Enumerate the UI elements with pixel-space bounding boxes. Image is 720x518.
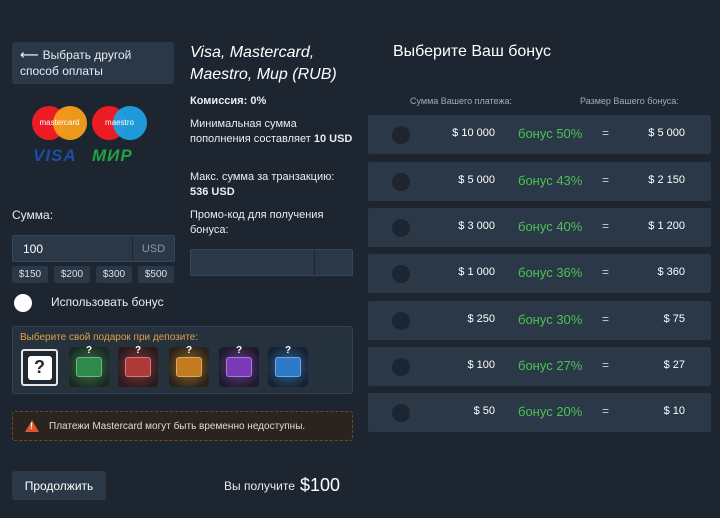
bonus-option-row[interactable]: $ 250 бонус 30% = $ 75: [368, 301, 711, 340]
equals-sign: =: [602, 404, 610, 418]
bonus-option-row[interactable]: $ 3 000 бонус 40% = $ 1 200: [368, 208, 711, 247]
bonus-percent: бонус 27%: [518, 358, 583, 373]
equals-sign: =: [602, 173, 610, 187]
currency-label: USD: [132, 236, 174, 261]
bonus-value: $ 2 150: [648, 174, 685, 186]
bonus-radio[interactable]: [392, 404, 410, 422]
bonus-title: Выберите Ваш бонус: [393, 43, 551, 60]
equals-sign: =: [602, 219, 610, 233]
gift-chest-green[interactable]: ?: [69, 345, 109, 387]
maestro-logo: maestro: [92, 106, 147, 140]
continue-button[interactable]: Продолжить: [12, 471, 106, 500]
equals-sign: =: [602, 312, 610, 326]
promo-code-field[interactable]: [191, 250, 314, 275]
bonus-value: $ 1 200: [648, 220, 685, 232]
bonus-option-row[interactable]: $ 1 000 бонус 36% = $ 360: [368, 254, 711, 293]
gift-chest-purple[interactable]: ?: [219, 345, 259, 387]
chest-icon: ?: [176, 345, 202, 377]
back-button-label: Выбрать другой способ оплаты: [20, 48, 132, 78]
bonus-payment: $ 3 000: [458, 220, 495, 232]
warning-icon: !: [25, 420, 39, 432]
quick-amount-300[interactable]: $300: [96, 266, 132, 283]
bonus-value: $ 27: [663, 359, 685, 371]
bonus-radio[interactable]: [392, 312, 410, 330]
col-payment-header: Сумма Вашего платежа:: [410, 96, 512, 106]
commission-value: 0%: [250, 95, 267, 107]
gift-chest-blue[interactable]: ?: [268, 345, 308, 387]
bonus-payment: $ 250: [467, 313, 495, 325]
bonus-payment: $ 100: [467, 359, 495, 371]
equals-sign: =: [602, 126, 610, 140]
quick-amount-150[interactable]: $150: [12, 266, 48, 283]
amount-label: Сумма:: [12, 208, 54, 222]
bonus-percent: бонус 43%: [518, 173, 583, 188]
bonus-option-row[interactable]: $ 100 бонус 27% = $ 27: [368, 347, 711, 386]
bonus-value: $ 360: [657, 266, 685, 278]
equals-sign: =: [602, 265, 610, 279]
bonus-payment: $ 1 000: [458, 266, 495, 278]
commission-label: Комиссия:: [190, 95, 248, 107]
visa-logo: VISA: [33, 146, 77, 165]
bonus-percent: бонус 30%: [518, 312, 583, 327]
use-bonus-toggle[interactable]: [14, 294, 32, 312]
bonus-percent: бонус 50%: [518, 126, 583, 141]
use-bonus-label: Использовать бонус: [51, 295, 164, 309]
bonus-payment: $ 10 000: [452, 127, 495, 139]
amount-value[interactable]: 100: [23, 241, 44, 256]
chest-icon: ?: [125, 345, 151, 377]
bonus-percent: бонус 40%: [518, 219, 583, 234]
question-icon: ?: [27, 355, 52, 380]
chest-icon: ?: [76, 345, 102, 377]
gift-chest-red[interactable]: ?: [118, 345, 158, 387]
mastercard-logo: mastercard: [32, 106, 87, 140]
bonus-payment: $ 5 000: [458, 174, 495, 186]
commission-info: Комиссия: 0%: [190, 94, 355, 109]
col-bonus-header: Размер Вашего бонуса:: [580, 96, 679, 106]
bonus-radio[interactable]: [392, 126, 410, 144]
bonus-value: $ 75: [663, 313, 685, 325]
back-button[interactable]: ⟵ Выбрать другой способ оплаты: [12, 42, 174, 84]
promo-code-input[interactable]: [190, 249, 353, 276]
chest-icon: ?: [226, 345, 252, 377]
bonus-radio[interactable]: [392, 265, 410, 283]
mastercard-warning: ! Платежи Mastercard могут быть временно…: [12, 411, 353, 441]
bonus-option-row[interactable]: $ 10 000 бонус 50% = $ 5 000: [368, 115, 711, 154]
quick-amount-200[interactable]: $200: [54, 266, 90, 283]
promo-label: Промо-код для получения бонуса:: [190, 209, 324, 236]
bonus-radio[interactable]: [392, 358, 410, 376]
bonus-percent: бонус 20%: [518, 404, 583, 419]
chest-icon: ?: [275, 345, 301, 377]
quick-amount-500[interactable]: $500: [138, 266, 174, 283]
receive-value: $100: [300, 475, 341, 495]
max-amount-info: Макс. сумма за транзакцию: 536 USD: [190, 170, 355, 200]
bonus-payment: $ 50: [473, 405, 495, 417]
bonus-radio[interactable]: [392, 173, 410, 191]
warning-text: Платежи Mastercard могут быть временно н…: [49, 420, 306, 432]
max-amount-label: Макс. сумма за транзакцию:: [190, 171, 335, 183]
bonus-value: $ 10: [663, 405, 685, 417]
bonus-radio[interactable]: [392, 219, 410, 237]
bonus-value: $ 5 000: [648, 127, 685, 139]
gift-title: Выберите свой подарок при депозите:: [20, 332, 199, 343]
receive-label: Вы получите: [224, 479, 295, 493]
gift-random-option[interactable]: ?: [21, 349, 58, 386]
bonus-option-row[interactable]: $ 50 бонус 20% = $ 10: [368, 393, 711, 432]
bonus-option-row[interactable]: $ 5 000 бонус 43% = $ 2 150: [368, 162, 711, 201]
arrow-left-icon: ⟵: [20, 47, 39, 62]
min-amount-value: 10 USD: [313, 133, 353, 145]
amount-input[interactable]: 100 USD: [12, 235, 175, 262]
bonus-percent: бонус 36%: [518, 265, 583, 280]
min-amount-info: Минимальная сумма пополнения составляет …: [190, 117, 355, 147]
gift-chest-orange[interactable]: ?: [169, 345, 209, 387]
min-amount-label: Минимальная сумма пополнения составляет: [190, 118, 311, 145]
max-amount-value: 536 USD: [190, 186, 235, 198]
mir-logo: МИР: [92, 146, 133, 165]
payment-method-title: Visa, Mastercard, Maestro, Мир (RUB): [190, 44, 337, 83]
promo-apply-button[interactable]: [314, 250, 352, 275]
equals-sign: =: [602, 358, 610, 372]
